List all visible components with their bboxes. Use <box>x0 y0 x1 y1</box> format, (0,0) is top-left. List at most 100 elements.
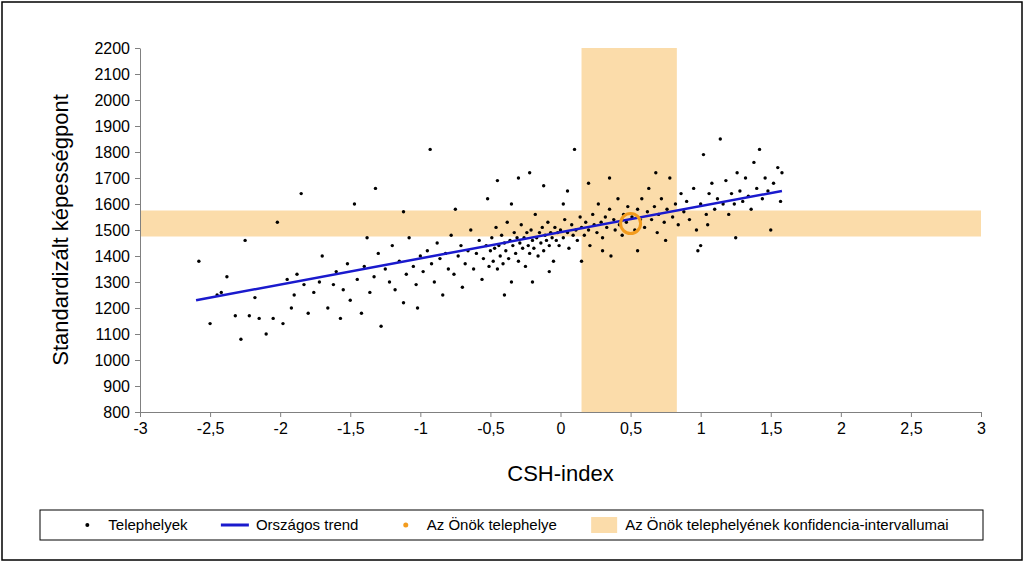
scatter-point <box>608 208 611 211</box>
scatter-point <box>663 221 666 224</box>
scatter-point <box>496 267 499 270</box>
scatter-point <box>520 223 523 226</box>
scatter-point <box>562 202 565 205</box>
scatter-point <box>225 275 228 278</box>
scatter-point <box>257 317 260 320</box>
scatter-point <box>438 257 441 260</box>
y-tick-label: 1900 <box>94 118 130 135</box>
scatter-point <box>521 247 524 250</box>
y-tick-label: 1300 <box>94 274 130 291</box>
x-tick-mark <box>350 412 351 417</box>
scatter-point <box>518 241 521 244</box>
scatter-point <box>388 280 391 283</box>
scatter-point <box>668 176 671 179</box>
scatter-point <box>456 254 459 257</box>
highlight-points <box>621 214 641 234</box>
scatter-point <box>536 254 539 257</box>
scatter-point <box>620 234 623 237</box>
scatter-point <box>650 218 653 221</box>
scatter-point <box>604 215 607 218</box>
x-tick: -3 <box>133 412 147 437</box>
scatter-point <box>529 228 532 231</box>
scatter-points <box>197 137 783 341</box>
scatter-point <box>482 257 485 260</box>
x-axis-title: CSH-index <box>507 461 613 486</box>
scatter-point <box>511 244 514 247</box>
scatter-point <box>478 239 481 242</box>
x-tick-label: 0 <box>557 420 566 437</box>
scatter-point <box>531 239 534 242</box>
y-tick-label: 2200 <box>94 40 130 57</box>
y-tick-label: 2100 <box>94 66 130 83</box>
scatter-point <box>550 236 553 239</box>
legend-entry: Telephelyek <box>85 516 188 533</box>
scatter-point <box>307 312 310 315</box>
scatter-point <box>752 161 755 164</box>
scatter-point <box>461 286 464 289</box>
scatter-point <box>724 179 727 182</box>
legend-symbol <box>591 517 617 533</box>
scatter-point <box>548 270 551 273</box>
scatter-point <box>402 210 405 213</box>
x-tick: 3 <box>977 412 986 437</box>
scatter-point <box>612 218 615 221</box>
scatter-point <box>587 228 590 231</box>
x-tick-mark <box>911 412 912 417</box>
x-tick-mark <box>981 412 982 417</box>
scatter-point <box>435 241 438 244</box>
y-tick: 900 <box>103 378 140 395</box>
scatter-point <box>421 270 424 273</box>
scatter-point <box>524 265 527 268</box>
scatter-point <box>707 192 710 195</box>
x-tick: 1 <box>697 412 706 437</box>
scatter-point <box>601 236 604 239</box>
scatter-point <box>312 291 315 294</box>
chart-container: -3-2,5-2-1,5-1-0,500,511,522,53800900100… <box>0 0 1024 563</box>
x-tick: 1,5 <box>760 412 782 437</box>
scatter-point <box>583 234 586 237</box>
y-tick: 2200 <box>94 40 140 57</box>
scatter-point <box>469 228 472 231</box>
scatter-point <box>653 205 656 208</box>
scatter-point <box>507 257 510 260</box>
scatter-point <box>539 241 542 244</box>
scatter-point <box>501 262 504 265</box>
scatter-point <box>349 299 352 302</box>
scatter-point <box>285 278 288 281</box>
y-tick-label: 1400 <box>94 248 130 265</box>
y-tick-mark <box>135 74 140 75</box>
scatter-point <box>597 202 600 205</box>
y-tick: 1500 <box>94 222 140 239</box>
legend-label: Az Önök telephelye <box>427 516 557 533</box>
scatter-point <box>705 213 708 216</box>
legend-label: Telephelyek <box>108 516 188 533</box>
scatter-point <box>727 213 730 216</box>
scatter-point <box>706 223 709 226</box>
y-tick: 1900 <box>94 118 140 135</box>
y-tick-mark <box>135 360 140 361</box>
y-tick-label: 1800 <box>94 144 130 161</box>
plot-area <box>140 48 981 412</box>
scatter-point <box>674 202 677 205</box>
scatter-point <box>608 176 611 179</box>
y-tick: 1000 <box>94 352 140 369</box>
scatter-point <box>734 236 737 239</box>
scatter-point <box>414 283 417 286</box>
scatter-point <box>702 153 705 156</box>
scatter-point <box>490 236 493 239</box>
scatter-point <box>271 317 274 320</box>
scatter-point <box>646 210 649 213</box>
scatter-point <box>584 221 587 224</box>
scatter-point <box>368 291 371 294</box>
scatter-point <box>636 208 639 211</box>
x-tick: -2,5 <box>197 412 225 437</box>
scatter-point <box>290 306 293 309</box>
scatter-point <box>264 332 267 335</box>
y-axis: 8009001000110012001300140015001600170018… <box>94 40 140 421</box>
scatter-point <box>239 338 242 341</box>
trend-line <box>196 191 782 300</box>
scatter-point <box>532 247 535 250</box>
x-tick: 0 <box>557 412 566 437</box>
scatter-point <box>749 208 752 211</box>
scatter-point <box>776 166 779 169</box>
